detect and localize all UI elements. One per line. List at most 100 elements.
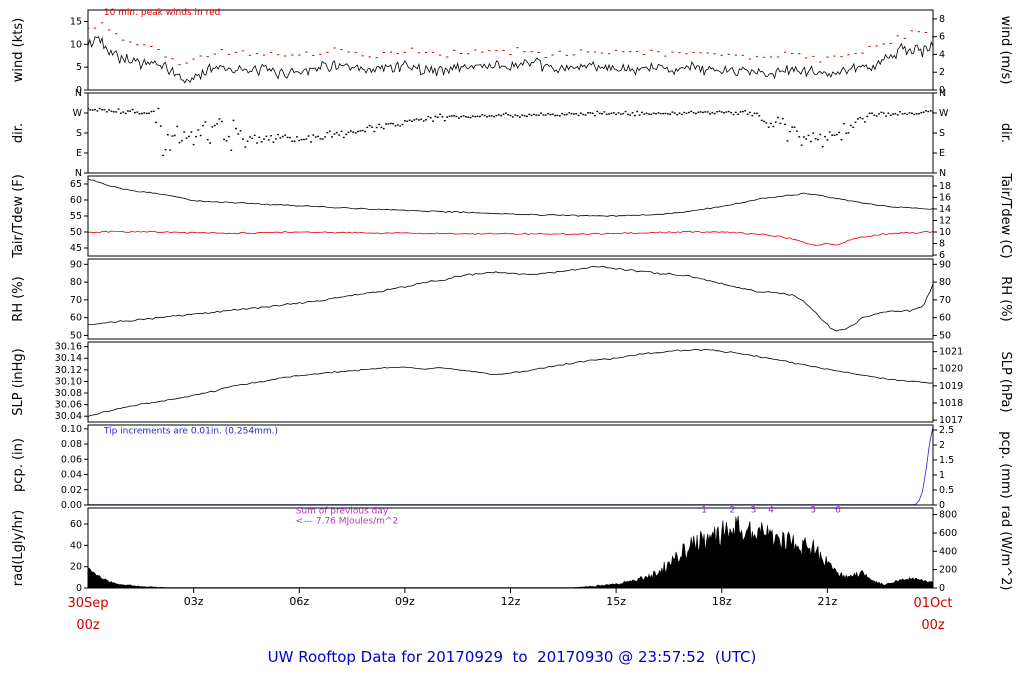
x-tick-label: 12z [501,595,521,608]
svg-text:E: E [76,148,82,159]
ylabel-left-wind: wind (kts) [11,18,26,82]
ylabel-right-dir: dir. [998,123,1013,143]
series-tdew [88,230,933,246]
panel-rh: 50 60 70 80 90 50 60 70 80 90 RH (%) RH (%) [11,258,1013,341]
ylabel-left-rad: rad(Lgly/hr) [11,510,26,586]
svg-text:30.10: 30.10 [55,376,82,387]
svg-text:1: 1 [939,470,945,481]
ylabel-left-temp: Tair/Tdew (F) [11,174,26,259]
series-wind-peaks [88,22,933,66]
x-tick-label: 18z [712,595,732,608]
annotation-rad-5: 4 [768,505,774,515]
panel-border [87,175,934,257]
svg-text:50: 50 [70,227,82,238]
ylabel-right-slp: SLP (hPa) [998,351,1013,412]
svg-text:70: 70 [939,295,951,306]
svg-text:0: 0 [939,85,945,96]
x-tick-label: 09z [395,595,415,608]
svg-text:30.04: 30.04 [55,411,82,422]
svg-text:30.08: 30.08 [55,388,82,399]
svg-text:60: 60 [70,313,82,324]
svg-text:60: 60 [70,519,82,530]
ylabel-right-wind: wind (m/s) [998,16,1013,85]
svg-text:14: 14 [939,204,951,215]
svg-text:0.02: 0.02 [61,485,82,496]
panel-wind: 0 5 10 15 0 2 4 6 8 wind (kts) wind (m/s) 10 min. p… [11,8,1013,96]
svg-text:0: 0 [76,85,82,96]
svg-text:N: N [939,88,946,99]
svg-text:40: 40 [70,540,82,551]
annotation-wind-0: 10 min. peak winds in red [104,8,221,18]
svg-text:1021: 1021 [939,347,963,358]
svg-text:15: 15 [70,16,82,27]
annotation-rad-3: 2 [729,505,735,515]
svg-text:10: 10 [939,227,951,238]
svg-text:2.5: 2.5 [939,425,954,436]
x-tick-label: 03z [184,595,204,608]
svg-text:1020: 1020 [939,364,963,375]
ylabel-right-rad: rad (W/m^2) [998,506,1013,591]
svg-text:200: 200 [939,565,957,576]
x-end-label-1-hour: 00z [921,618,945,633]
svg-text:6: 6 [939,250,945,261]
figure-title: UW Rooftop Data for 20170929 to 20170930… [267,648,757,666]
svg-text:2: 2 [939,67,945,78]
svg-text:600: 600 [939,528,957,539]
x-end-label-1-date: 01Oct [913,596,952,611]
svg-text:20: 20 [70,562,82,573]
panel-border [87,341,934,423]
svg-text:90: 90 [70,259,82,270]
svg-text:8: 8 [939,239,945,250]
svg-text:S: S [939,128,945,139]
svg-text:18: 18 [939,181,951,192]
panel-pcp: 0.00 0.02 0.04 0.06 0.08 0.10 0 0.5 1 1.5 2 2.5 pcp.… [11,424,1013,511]
svg-text:10: 10 [70,39,82,50]
annotation-rad-0: Sum of previous day [296,506,389,516]
series-sea-level-pressure [88,349,933,417]
series-wind-avg [88,36,933,84]
svg-text:80: 80 [939,277,951,288]
svg-text:N: N [75,168,82,179]
svg-text:30.16: 30.16 [55,342,82,353]
svg-text:N: N [75,88,82,99]
svg-text:60: 60 [939,313,951,324]
svg-text:8: 8 [939,14,945,25]
x-end-label-0-hour: 00z [76,618,100,633]
svg-text:0.10: 0.10 [61,424,82,435]
svg-text:1018: 1018 [939,398,963,409]
annotation-rad-2: 1 [701,505,707,515]
annotation-rad-7: 6 [835,505,841,515]
svg-text:0.08: 0.08 [61,439,82,450]
svg-text:45: 45 [70,243,82,254]
svg-text:2: 2 [939,440,945,451]
svg-text:1019: 1019 [939,381,963,392]
x-tick-label: 21z [817,595,837,608]
svg-text:0.00: 0.00 [61,500,82,511]
svg-text:S: S [76,128,82,139]
svg-text:E: E [939,148,945,159]
svg-text:30.14: 30.14 [55,353,82,364]
panel-border [87,92,934,174]
series-tair [88,178,933,217]
annotation-rad-4: 3 [751,505,757,515]
svg-text:1017: 1017 [939,415,963,426]
panel-border [87,9,934,91]
annotation-rad-1: <--- 7.76 MJoules/m^2 [296,516,398,526]
svg-text:16: 16 [939,192,951,203]
svg-text:12: 12 [939,215,951,226]
ylabel-right-pcp: pcp. (mm) [998,431,1013,498]
ylabel-left-rh: RH (%) [11,276,26,321]
svg-text:50: 50 [939,330,951,341]
x-axis: 03z 06z 09z 12z 15z 18z 21z 30Sep 00z 01Oct 00z [67,588,953,633]
annotation-pcp-0: Tip increments are 0.01in. (0.254mm.) [103,426,278,436]
svg-text:0: 0 [939,500,945,511]
svg-text:50: 50 [70,330,82,341]
svg-text:30.12: 30.12 [55,365,82,376]
x-tick-label: 06z [289,595,309,608]
svg-text:W: W [73,108,83,119]
